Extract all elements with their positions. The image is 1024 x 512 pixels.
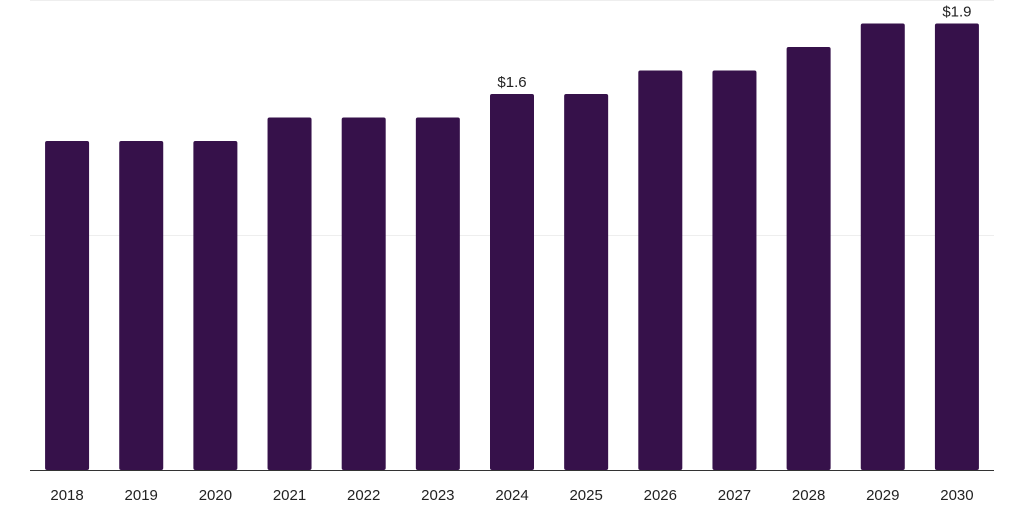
bar-2026[interactable] [638, 70, 683, 471]
bar-2022[interactable] [341, 117, 386, 471]
bar-2028[interactable] [786, 47, 831, 470]
data-label-2030: $1.9 [942, 4, 971, 21]
bar-2019[interactable] [119, 141, 164, 470]
bar-2030[interactable] [934, 23, 979, 471]
x-tick-label-2029: 2029 [866, 487, 899, 504]
bar-2020[interactable] [193, 141, 238, 470]
data-label-2024: $1.6 [497, 74, 526, 91]
bar-2025[interactable] [564, 94, 609, 470]
x-tick-label-2025: 2025 [569, 487, 602, 504]
x-tick-label-2018: 2018 [50, 487, 83, 504]
x-tick-label-2028: 2028 [792, 487, 825, 504]
x-tick-label-2019: 2019 [125, 487, 158, 504]
x-tick-label-2023: 2023 [421, 487, 454, 504]
bar-2027[interactable] [712, 70, 757, 471]
x-tick-label-2022: 2022 [347, 487, 380, 504]
data-labels-layer: $1.6 $1.9 [497, 4, 971, 92]
bar-2023[interactable] [415, 117, 460, 471]
bar-2018[interactable] [45, 141, 90, 470]
x-tick-label-2026: 2026 [644, 487, 677, 504]
x-tick-label-2027: 2027 [718, 487, 751, 504]
x-tick-label-2030: 2030 [940, 487, 973, 504]
x-tick-label-2024: 2024 [495, 487, 528, 504]
bar-2029[interactable] [860, 23, 905, 471]
bar-2021[interactable] [267, 117, 312, 471]
x-tick-label-2021: 2021 [273, 487, 306, 504]
bar-2024[interactable] [490, 94, 534, 470]
x-tick-labels-layer: 2018 2019 2020 2021 2022 2023 2024 2025 2026 2027… [50, 487, 973, 504]
x-tick-label-2020: 2020 [199, 487, 232, 504]
bars-layer [45, 23, 979, 471]
